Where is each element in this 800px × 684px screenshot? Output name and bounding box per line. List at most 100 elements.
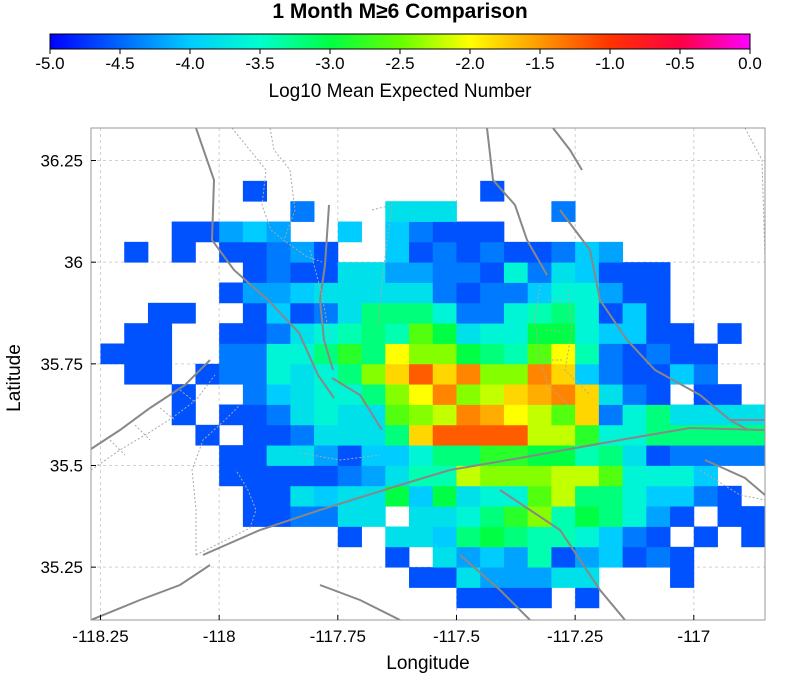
heatmap-cell [646, 506, 671, 527]
heatmap-cell [314, 343, 339, 365]
heatmap-cell [432, 343, 457, 365]
heatmap-cell [551, 384, 576, 405]
heatmap-cell [598, 262, 624, 283]
heatmap-cell [337, 221, 362, 243]
heatmap-cell [598, 526, 624, 548]
heatmap-cell [432, 404, 457, 426]
heatmap-cell [622, 445, 647, 466]
x-axis-label: Longitude [386, 653, 469, 674]
heatmap-cell [575, 404, 600, 426]
heatmap-cell [622, 282, 647, 304]
heatmap-cell [670, 567, 695, 588]
heatmap-cell [409, 506, 434, 527]
heatmap-cell [242, 404, 268, 426]
heatmap-cell [717, 323, 742, 344]
heatmap-cell [646, 465, 671, 487]
heatmap-cell [622, 323, 647, 344]
heatmap-cell [575, 241, 600, 263]
heatmap-cell [290, 485, 315, 507]
heatmap-cell [480, 485, 505, 507]
heatmap-cell [575, 384, 600, 405]
heatmap-cell [456, 445, 481, 466]
heatmap-cell [432, 282, 457, 304]
heatmap-cell [266, 343, 291, 365]
heatmap-cell [314, 465, 339, 487]
heatmap-cell [432, 506, 457, 527]
heatmap-cell [171, 221, 196, 243]
heatmap-cell [337, 526, 362, 548]
heatmap-cell [337, 363, 362, 385]
heatmap-cell [432, 526, 457, 548]
heatmap-cell [290, 363, 315, 385]
heatmap-cell [361, 465, 386, 487]
heatmap-cell [242, 445, 268, 466]
y-tick-label: 35.25 [40, 558, 83, 577]
heatmap-cell [503, 587, 529, 609]
heatmap-cell [527, 445, 552, 466]
heatmap-cell [527, 587, 552, 609]
heatmap-cell [575, 343, 600, 365]
y-axis-ticks: 35.25 35.5 35.75 36 36.25 [40, 152, 96, 577]
heatmap-cell [314, 282, 339, 304]
heatmap-cell [503, 282, 529, 304]
x-tick-label: -117.5 [433, 627, 480, 646]
y-tick-label: 36.25 [40, 152, 83, 171]
heatmap-cell [219, 445, 244, 466]
heatmap-cell [765, 486, 789, 507]
heatmap-cell [290, 424, 315, 446]
x-axis-ticks: -118.25 -118 -117.75 -117.5 -117.25 -117 [72, 615, 710, 646]
heatmap-cell [432, 241, 457, 263]
heatmap-cell [219, 282, 244, 304]
heatmap-cell [385, 445, 410, 466]
heatmap-cell [670, 343, 695, 365]
heatmap-cell [717, 445, 742, 466]
heatmap-cell [503, 262, 529, 283]
heatmap-cell [242, 343, 268, 365]
heatmap-cell [646, 302, 671, 324]
heatmap-cell [242, 465, 268, 487]
heatmap-cell [527, 343, 552, 365]
y-tick-label: 35.5 [50, 456, 83, 475]
heatmap-cell [385, 201, 410, 222]
heatmap-cell [480, 363, 505, 385]
heatmap-cell [219, 465, 244, 487]
heatmap-cell [432, 546, 457, 568]
heatmap-cell [290, 465, 315, 487]
heatmap-cell [527, 262, 552, 283]
heatmap-cell [693, 526, 718, 548]
heatmap-cell [456, 526, 481, 548]
heatmap-cell [598, 302, 624, 324]
heatmap-cell [575, 282, 600, 304]
heatmap-cell [385, 526, 410, 548]
heatmap-cell [314, 404, 339, 426]
heatmap-cell [503, 526, 529, 548]
colorbar-label: Log10 Mean Expected Number [269, 81, 533, 102]
heatmap-cell [409, 201, 434, 222]
heatmap-cell [337, 262, 362, 283]
heatmap-cell [242, 241, 268, 263]
heatmap-cell [765, 445, 789, 466]
heatmap-cell [598, 384, 624, 405]
heatmap-cell [290, 343, 315, 365]
heatmap-cell [741, 526, 765, 548]
heatmap-cell [242, 180, 268, 202]
heatmap-cell [266, 241, 291, 263]
heatmap-cell [456, 384, 481, 405]
heatmap-cell [456, 567, 481, 588]
heatmap-cell [598, 282, 624, 304]
heatmap-cell [575, 465, 600, 487]
heatmap-cell [622, 546, 647, 568]
heatmap-cell [337, 302, 362, 324]
heatmap-cell [314, 323, 339, 344]
heatmap-cell [670, 546, 695, 568]
heatmap-cell [266, 404, 291, 426]
heatmap-cell [575, 424, 600, 446]
colorbar-tick-label: -4.0 [175, 54, 204, 73]
heatmap-cell [409, 567, 434, 588]
colorbar-tick-label: -3.0 [315, 54, 344, 73]
heatmap-cell [527, 526, 552, 548]
x-tick-label: -117.75 [310, 627, 366, 646]
heatmap-cell [409, 424, 434, 446]
heatmap-cell [527, 363, 552, 385]
